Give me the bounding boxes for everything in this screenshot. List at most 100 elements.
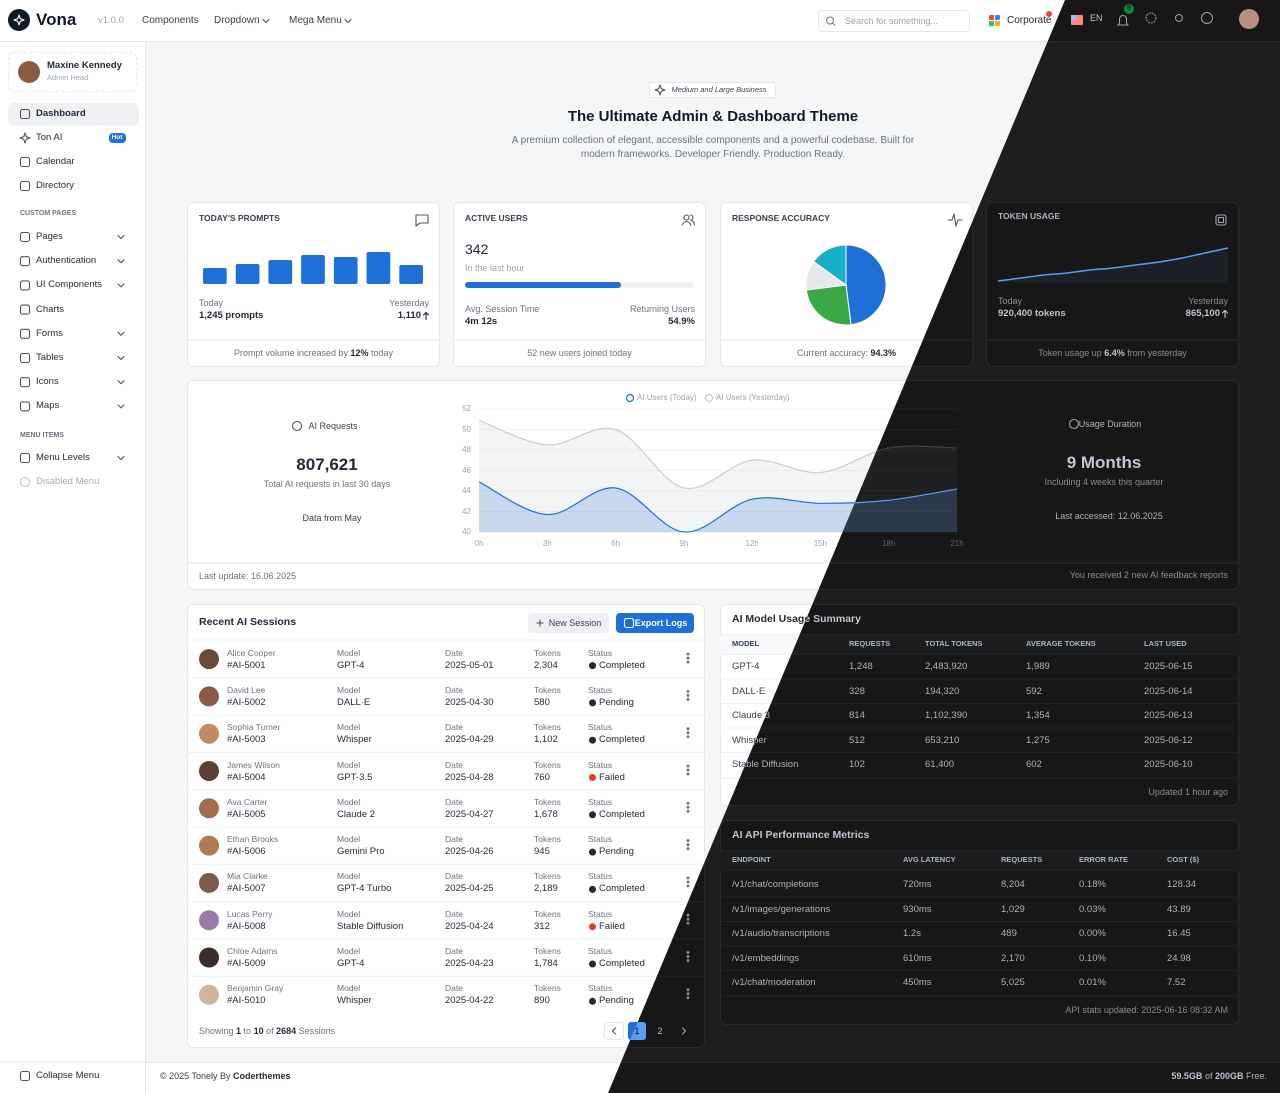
icon: [19, 377, 31, 388]
icon-shape: [117, 283, 125, 288]
cell: 1,275: [1026, 734, 1050, 746]
text-part: Free.: [1243, 1071, 1267, 1081]
cell: 602: [1026, 759, 1042, 770]
column-label: Tokens: [534, 647, 561, 658]
column-header: LAST USED: [1144, 639, 1187, 648]
nav-link[interactable]: Mega Menu: [289, 15, 342, 26]
column-label: Model: [337, 759, 361, 770]
column-label: Model: [337, 908, 361, 919]
cell: Failed: [599, 771, 625, 783]
nav-link[interactable]: Components: [142, 15, 199, 26]
menu-item[interactable]: Icons: [36, 376, 59, 388]
icon: [536, 619, 544, 627]
session-id: #AI-5003: [227, 734, 266, 746]
menu-item[interactable]: Forms: [36, 327, 63, 339]
active-menu-item: [8, 103, 139, 126]
stat-label: Avg. Session Time: [465, 304, 540, 314]
column-header: REQUESTS: [849, 639, 891, 648]
column-label: Date: [445, 722, 463, 733]
menu-item[interactable]: Authentication: [36, 255, 97, 267]
cell: 2025-06-13: [1144, 710, 1193, 721]
menu-item[interactable]: Pages: [36, 231, 63, 242]
cell: 0.01%: [1079, 977, 1106, 988]
menu-item[interactable]: UI Components: [36, 279, 103, 291]
status-dot: [589, 662, 596, 670]
status-dot: [589, 923, 596, 931]
user-name: Maxine Kennedy: [47, 60, 122, 71]
user-name: James Wilson: [227, 759, 280, 770]
cell: 1,248: [849, 661, 873, 672]
cell: 2,170: [1001, 952, 1025, 964]
stat-value: 920,400 tokens: [998, 308, 1066, 319]
button-label[interactable]: New Session: [548, 618, 602, 628]
menu-item[interactable]: Charts: [36, 303, 64, 315]
cell: 2025-04-22: [445, 995, 494, 1007]
usage-caption: Including 4 weeks this quarter: [1044, 477, 1164, 487]
avatar: [199, 798, 219, 819]
avatar: [199, 761, 219, 781]
icon-shape: [117, 455, 125, 461]
version: v1.0.0: [98, 15, 124, 26]
bar: [301, 255, 325, 284]
icon: [19, 156, 31, 168]
page-number[interactable]: 2: [657, 1026, 663, 1036]
card-title: TOKEN USAGE: [998, 211, 1061, 221]
cell: 5,025: [1001, 977, 1025, 988]
menu-item[interactable]: Menu Levels: [36, 452, 90, 463]
column-header: TOTAL TOKENS: [925, 639, 983, 648]
cell: 512: [849, 734, 865, 746]
column-label: Tokens: [534, 684, 561, 695]
icon-shape: [117, 380, 125, 385]
menu-item[interactable]: Ton AI: [36, 132, 63, 143]
column-label: Status: [588, 684, 613, 695]
icon-shape: [19, 328, 31, 339]
icon: [19, 401, 31, 412]
icon: [19, 256, 31, 267]
menu-item[interactable]: Dashboard: [36, 108, 86, 119]
menu-item[interactable]: Tables: [36, 352, 64, 363]
column-label: Status: [588, 908, 613, 919]
nav-link[interactable]: Dropdown: [214, 15, 260, 26]
icon: [117, 331, 125, 336]
cell: 2025-06-10: [1144, 759, 1193, 770]
panel-title: AI API Performance Metrics: [732, 829, 870, 841]
text-part: 200GB: [1214, 1071, 1244, 1081]
avatar: [199, 910, 219, 931]
icon: [117, 404, 125, 409]
logo: [8, 9, 30, 31]
cell: 1,989: [1026, 661, 1050, 672]
icon-shape: [117, 331, 125, 336]
menu-item[interactable]: Calendar: [36, 156, 75, 167]
cell: 102: [849, 759, 865, 770]
icon: [19, 352, 31, 364]
column-header: COST ($): [1167, 855, 1200, 864]
column-label: Date: [445, 871, 463, 882]
column-label: Date: [445, 834, 463, 845]
session-id: #AI-5005: [227, 808, 266, 820]
icon: [117, 259, 125, 264]
session-id: #AI-5002: [227, 696, 266, 708]
cell: 610ms: [903, 952, 932, 964]
menu-item[interactable]: Maps: [36, 400, 60, 412]
stat-label: Yesterday: [389, 298, 429, 308]
menu-item: Disabled Menu: [36, 476, 100, 487]
footer-text: 59.5GB of 200GB Free.: [1171, 1068, 1267, 1084]
cell: 814: [849, 710, 865, 721]
user-name: Benjamin Gray: [227, 983, 284, 994]
column-label: Tokens: [534, 796, 561, 807]
menu-item[interactable]: Directory: [36, 180, 75, 191]
stat-value: 1,245 prompts: [199, 310, 264, 321]
icon: [19, 328, 31, 339]
card-title: ACTIVE USERS: [465, 213, 528, 223]
column-label: Status: [588, 759, 613, 770]
pagination-summary: Showing 1 to 10 of 2684 Sessions: [199, 1023, 335, 1039]
column-label: Status: [588, 647, 613, 658]
icon-shape: [19, 352, 31, 364]
button[interactable]: [528, 613, 609, 633]
button-label[interactable]: Export Logs: [634, 618, 688, 628]
cell: 1,784: [534, 958, 558, 969]
bar: [268, 260, 293, 284]
collapse-menu[interactable]: Collapse Menu: [36, 1070, 100, 1081]
cell: Gemini Pro: [337, 846, 385, 858]
cell: 1,102: [534, 734, 558, 746]
